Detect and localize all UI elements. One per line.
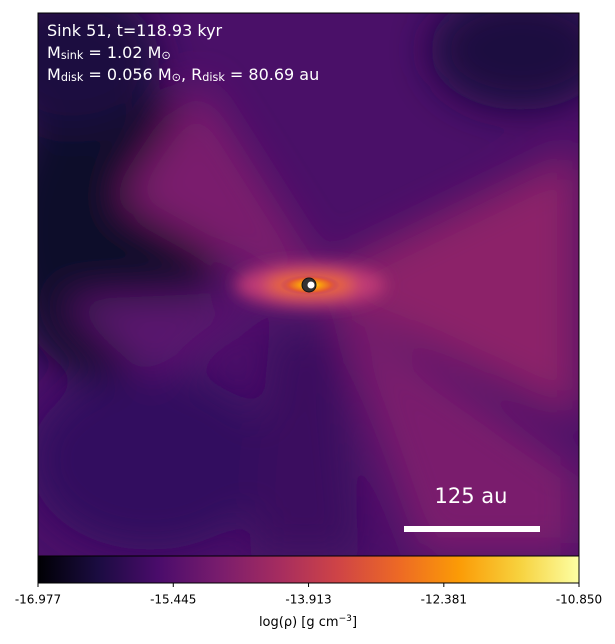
subscript: disk xyxy=(61,71,84,84)
colorbar-label: log(ρ) [g cm−3] xyxy=(259,614,357,630)
text-part: = 80.69 au xyxy=(225,65,319,84)
tick-label: -16.977 xyxy=(15,593,61,607)
subscript: ⊙ xyxy=(172,71,181,84)
text-part: = 1.02 M xyxy=(83,43,161,62)
tick-label: -12.381 xyxy=(421,593,467,607)
colorbar-ticks: -16.977 -15.445 -13.913 -12.381 -10.850 xyxy=(15,583,602,607)
text-part: M xyxy=(47,65,61,84)
scale-bar xyxy=(404,526,540,532)
subscript: ⊙ xyxy=(161,49,170,62)
subscript: sink xyxy=(61,49,84,62)
superscript: −3 xyxy=(339,614,353,624)
annotation-line: Mdisk = 0.056 M⊙, Rdisk = 80.69 au xyxy=(47,65,319,84)
density-image xyxy=(38,13,579,556)
annotation-line: Sink 51, t=118.93 kyr xyxy=(47,21,223,40)
subscript: disk xyxy=(202,71,225,84)
text-part: , R xyxy=(181,65,202,84)
tick-label: -10.850 xyxy=(556,593,602,607)
annotation-line: Msink = 1.02 M⊙ xyxy=(47,43,171,62)
tick-label: -13.913 xyxy=(285,593,331,607)
text-part: Sink 51, t=118.93 kyr xyxy=(47,21,223,40)
tick-label: -15.445 xyxy=(150,593,196,607)
scale-bar-label: 125 au xyxy=(435,484,508,508)
text-part: = 0.056 M xyxy=(83,65,171,84)
text-part: M xyxy=(47,43,61,62)
text-part: ] xyxy=(352,615,357,630)
colorbar xyxy=(37,555,580,584)
text-part: log(ρ) [g cm xyxy=(259,615,339,630)
